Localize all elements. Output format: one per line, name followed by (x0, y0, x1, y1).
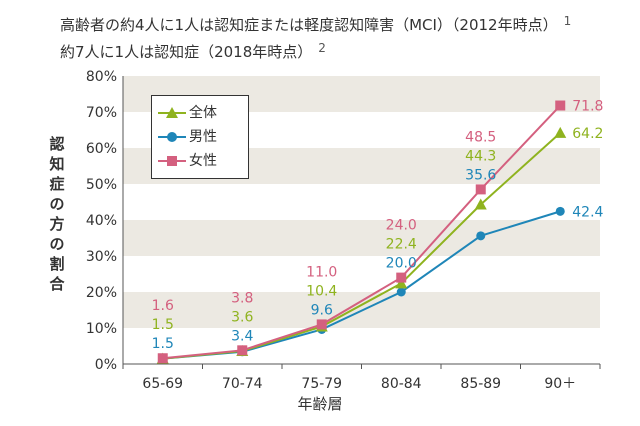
legend-item-female: 女性 (152, 149, 248, 173)
y-tick-label: 10% (86, 321, 117, 337)
data-point-triangle (395, 277, 408, 289)
data-point-square (157, 353, 168, 364)
grid-band (123, 220, 600, 256)
data-point-circle (476, 231, 486, 241)
x-tick-label: 70-74 (222, 376, 263, 392)
data-label: 20.0 (386, 256, 417, 272)
x-tick-label: 80-84 (381, 376, 422, 392)
x-tick-labels: 65-69 70-74 75-79 80-84 85-89 90＋ (142, 376, 576, 392)
data-point-square (396, 272, 407, 283)
y-tick-labels: 0% 10% 20% 30% 40% 50% 60% 70% 80% (86, 69, 117, 373)
series-markers (156, 100, 567, 364)
x-tick-label: 65-69 (142, 376, 183, 392)
data-label: 3.6 (231, 309, 253, 325)
header-line-2-text: 約7人に1人は認知症（2018年時点） (60, 43, 313, 61)
y-axis-label: 認知症の方の割合 (49, 135, 65, 293)
data-point-square (475, 184, 486, 195)
legend-label-overall: 全体 (189, 105, 217, 121)
data-label: 10.4 (306, 283, 337, 299)
data-point-triangle (474, 198, 487, 210)
y-tick-label: 80% (86, 69, 117, 85)
legend-label-female: 女性 (189, 153, 217, 169)
data-label: 44.3 (465, 148, 496, 164)
data-label: 3.4 (231, 328, 253, 344)
data-label: 3.8 (231, 290, 253, 306)
legend-item-overall: 全体 (152, 101, 248, 125)
x-tick-label: 75-79 (301, 376, 342, 392)
series-line (162, 104, 561, 360)
legend: 全体 男性 女性 (151, 95, 249, 179)
footnote-1-ref: 1 (563, 14, 572, 28)
data-label: 42.4 (572, 204, 603, 220)
data-labels: 1.6 1.5 1.5 3.8 3.6 3.4 11.0 10.4 9.6 24.0 22.4 20.… (152, 99, 604, 353)
data-label: 1.5 (152, 317, 174, 333)
data-label: 48.5 (465, 129, 496, 145)
data-label: 35.6 (465, 167, 496, 183)
y-tick-label: 30% (86, 249, 117, 265)
y-tick-label: 50% (86, 177, 117, 193)
legend-square-icon (158, 156, 186, 166)
legend-label-male: 男性 (189, 129, 217, 145)
data-point-circle (396, 287, 406, 297)
y-tick-label: 70% (86, 105, 117, 121)
x-axis-label: 年齢層 (297, 395, 343, 413)
data-label: 1.6 (152, 298, 174, 314)
y-tick-label: 60% (86, 141, 117, 157)
data-label: 11.0 (306, 264, 337, 280)
legend-circle-icon (158, 132, 186, 142)
y-tick-label: 0% (95, 357, 117, 373)
data-label: 24.0 (386, 218, 417, 234)
header-line-1-text: 高齢者の約4人に1人は認知症または軽度認知障害（MCI）（2012年時点） (60, 16, 558, 34)
header-line-1: 高齢者の約4人に1人は認知症または軽度認知障害（MCI）（2012年時点） 1 (60, 10, 571, 37)
legend-triangle-icon (158, 107, 186, 118)
y-tick-label: 40% (86, 213, 117, 229)
data-label: 71.8 (572, 99, 603, 115)
axes (122, 76, 601, 369)
chart-header: 高齢者の約4人に1人は認知症または軽度認知障害（MCI）（2012年時点） 1 約… (60, 10, 571, 64)
legend-item-male: 男性 (152, 125, 248, 149)
footnote-2-ref: 2 (318, 41, 326, 55)
data-label: 64.2 (572, 126, 603, 142)
data-label: 1.5 (152, 336, 174, 352)
data-point-square (237, 345, 248, 356)
data-point-circle (555, 206, 565, 216)
series-lines (162, 104, 561, 360)
data-label: 22.4 (386, 237, 417, 253)
x-tick-label: 90＋ (544, 376, 576, 392)
data-point-triangle (554, 126, 567, 138)
data-point-square (555, 100, 566, 111)
header-line-2: 約7人に1人は認知症（2018年時点） 2 (60, 37, 571, 64)
x-tick-label: 85-89 (460, 376, 501, 392)
y-tick-label: 20% (86, 285, 117, 301)
data-label: 9.6 (311, 302, 333, 318)
data-point-square (316, 319, 327, 330)
